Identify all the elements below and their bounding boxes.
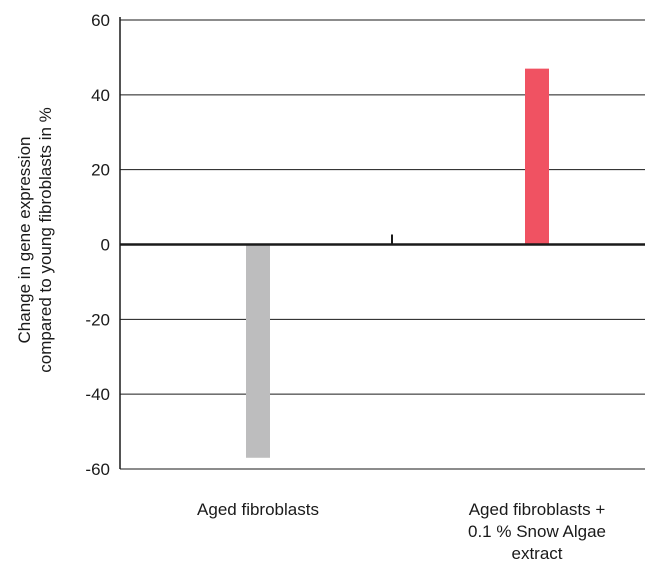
y-tick-label: -60 xyxy=(85,460,110,479)
y-tick-label: -20 xyxy=(85,310,110,329)
category-label: Aged fibroblasts + 0.1 % Snow Algae extrac… xyxy=(468,500,606,563)
category-label-line: 0.1 % Snow Algae xyxy=(468,522,606,541)
y-tick-label: 20 xyxy=(91,161,110,180)
y-axis-title-line: Change in gene expression xyxy=(15,137,34,344)
category-label-line: Aged fibroblasts + xyxy=(469,500,606,519)
y-tick-label: 0 xyxy=(101,236,110,255)
gridlines xyxy=(120,19,645,470)
y-axis-title-line: compared to young fibroblasts in % xyxy=(36,107,55,373)
bar xyxy=(525,68,549,245)
y-tick-label: -40 xyxy=(85,385,110,404)
bars xyxy=(246,68,549,458)
y-tick-labels: 60 40 20 0 -20 -40 -60 xyxy=(85,11,110,479)
axes xyxy=(119,17,645,469)
y-tick-label: 40 xyxy=(91,86,110,105)
bar xyxy=(246,244,270,458)
y-tick-label: 60 xyxy=(91,11,110,30)
category-label-line: extract xyxy=(511,544,562,563)
category-label-line: Aged fibroblasts xyxy=(197,500,319,519)
category-label: Aged fibroblasts xyxy=(197,500,319,519)
y-axis-title: Change in gene expression compared to you… xyxy=(15,107,55,373)
category-labels: Aged fibroblasts Aged fibroblasts + 0.1 % … xyxy=(197,500,606,563)
